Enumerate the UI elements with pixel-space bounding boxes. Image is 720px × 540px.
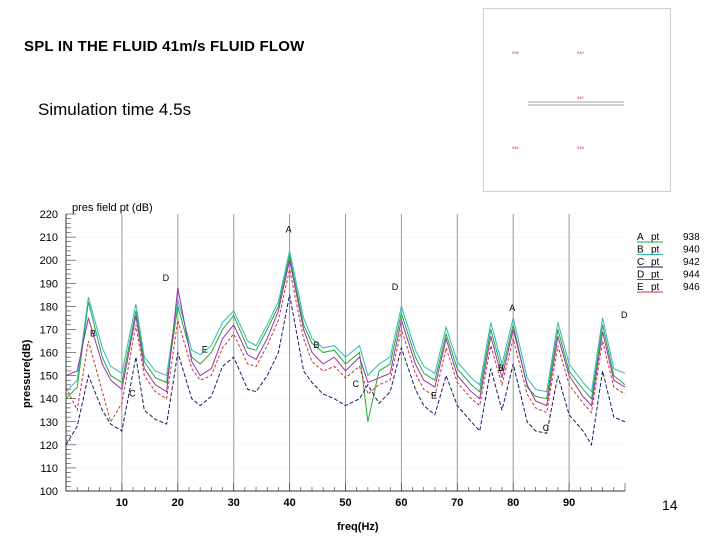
legend-code: 944 xyxy=(683,270,700,281)
annotation-label: C xyxy=(353,379,360,389)
annotation-label: A xyxy=(509,303,515,313)
x-tick-label: 70 xyxy=(451,497,463,509)
legend-name: E xyxy=(637,282,644,293)
legend-name: A xyxy=(637,232,644,243)
legend-suffix: pt xyxy=(651,270,660,281)
chart-grid xyxy=(66,213,625,492)
series-line-B xyxy=(65,250,626,393)
legend-name: D xyxy=(637,270,644,281)
chart-series xyxy=(65,250,626,447)
slide-number: 14 xyxy=(662,497,678,513)
y-tick-label: 120 xyxy=(40,440,58,452)
y-tick-label: 210 xyxy=(40,232,58,244)
y-tick-label: 130 xyxy=(40,417,58,429)
x-tick-label: 50 xyxy=(339,497,351,509)
annotation-label: D xyxy=(163,273,170,283)
legend-suffix: pt xyxy=(651,232,660,243)
annotation-label: E xyxy=(431,391,437,401)
probe-map-drawing: 938 940 942 946 948 xyxy=(512,50,624,150)
y-tick-label: 170 xyxy=(40,324,58,336)
probe-location-map: 938 940 942 946 948 xyxy=(483,8,671,192)
y-tick-label: 200 xyxy=(40,255,58,267)
legend-code: 938 xyxy=(683,232,700,243)
series-line-D xyxy=(65,260,626,407)
y-tick-label: 160 xyxy=(40,348,58,360)
x-tick-label: 40 xyxy=(283,497,295,509)
slide-title: SPL IN THE FLUID 41m/s FLUID FLOW xyxy=(24,38,305,55)
y-tick-label: 150 xyxy=(40,371,58,383)
legend-name: C xyxy=(637,257,644,268)
chart-title: pres field pt (dB) xyxy=(72,202,153,214)
x-tick-label: 20 xyxy=(172,497,184,509)
annotation-label: E xyxy=(202,345,208,355)
annotation-label: A xyxy=(286,224,292,234)
y-axis-label: pressure(dB) xyxy=(21,339,33,408)
y-tick-label: 100 xyxy=(40,486,58,498)
y-tick-label: 190 xyxy=(40,278,58,290)
x-tick-label: 90 xyxy=(563,497,575,509)
x-tick-label: 10 xyxy=(116,497,128,509)
chart-annotations: A A B B B C C C D D D E E xyxy=(90,224,628,433)
annotation-label: B xyxy=(498,363,504,373)
slide-subtitle: Simulation time 4.5s xyxy=(38,100,192,119)
probe-marker: 942 xyxy=(577,95,584,100)
annotation-label: B xyxy=(314,340,320,350)
legend-suffix: pt xyxy=(651,257,660,268)
legend-suffix: pt xyxy=(651,282,660,293)
annotation-label: B xyxy=(90,328,96,338)
probe-marker: 948 xyxy=(577,145,584,150)
legend-code: 946 xyxy=(683,282,700,293)
series-line-E xyxy=(65,269,626,424)
x-axis-label: freq(Hz) xyxy=(337,521,379,533)
legend-suffix: pt xyxy=(651,245,660,256)
y-tick-label: 140 xyxy=(40,394,58,406)
x-tick-label: 80 xyxy=(507,497,519,509)
legend-code: 942 xyxy=(683,257,700,268)
probe-marker: 940 xyxy=(577,50,584,55)
x-tick-label: 60 xyxy=(395,497,407,509)
x-tick-label: 30 xyxy=(228,497,240,509)
series-line-C xyxy=(65,294,626,447)
legend-code: 940 xyxy=(683,245,700,256)
probe-marker: 938 xyxy=(512,50,519,55)
y-tick-label: 180 xyxy=(40,301,58,313)
annotation-label: C xyxy=(543,423,550,433)
legend-name: B xyxy=(637,245,644,256)
series-line-A xyxy=(65,255,626,422)
chart-axes: 100 110 120 130 140 150 160 170 180 190 200 210 220 1… xyxy=(40,209,626,509)
annotation-label: D xyxy=(392,282,399,292)
annotation-label: C xyxy=(129,388,136,398)
y-tick-label: 220 xyxy=(40,209,58,221)
y-tick-label: 110 xyxy=(40,463,58,475)
annotation-label: D xyxy=(621,310,628,320)
probe-marker: 946 xyxy=(512,145,519,150)
